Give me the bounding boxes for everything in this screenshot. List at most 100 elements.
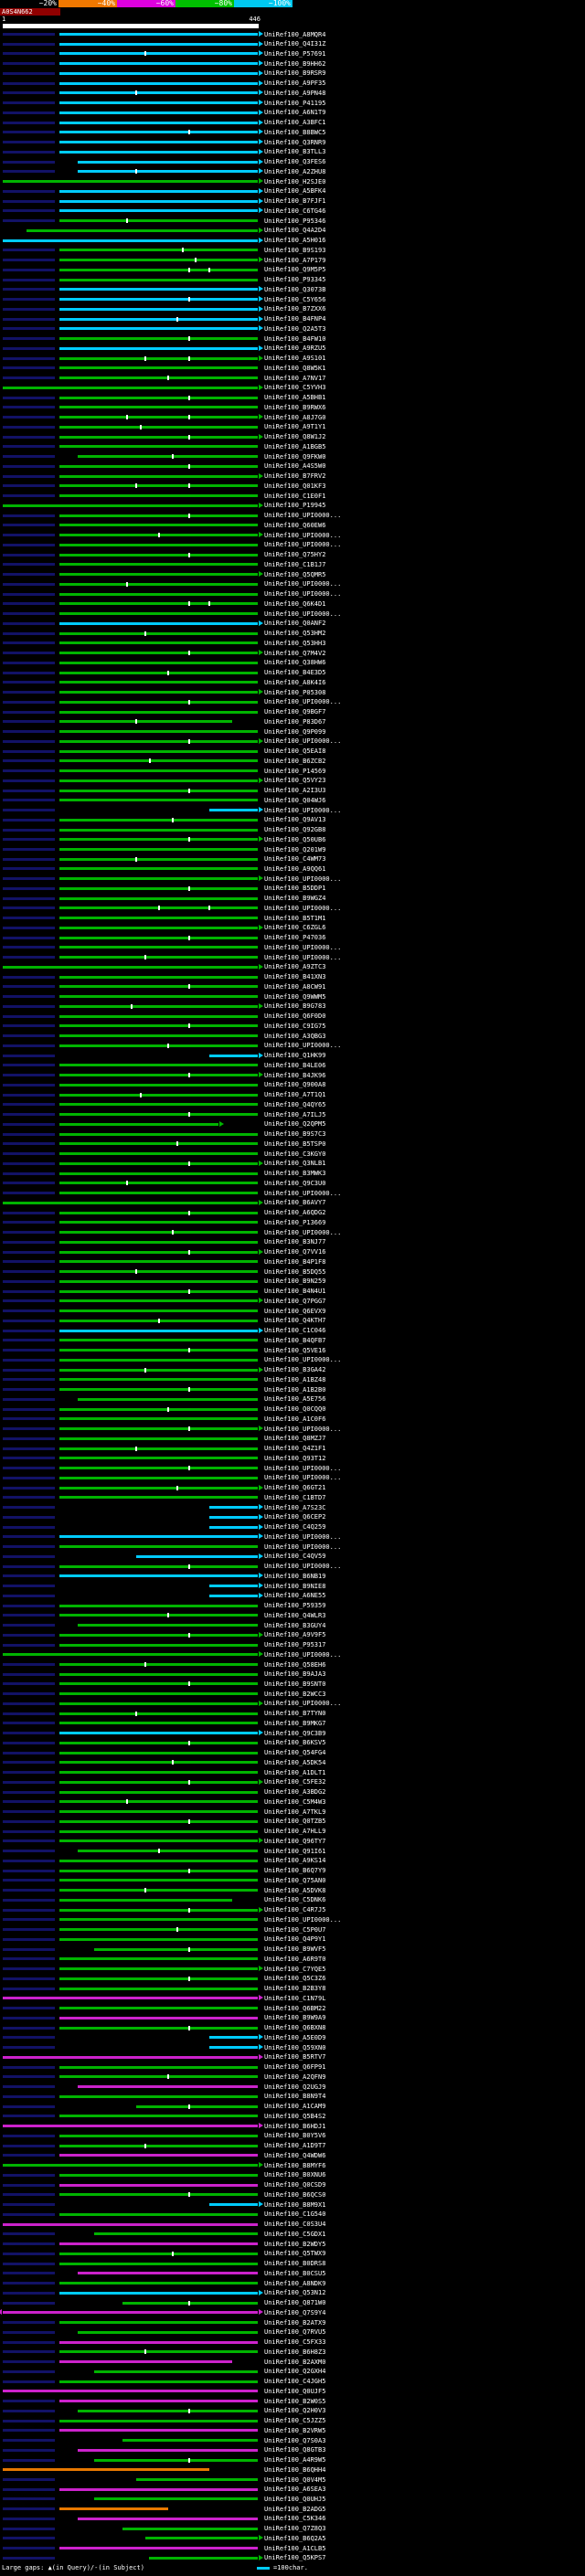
hit-accession-label: UniRef100_A6QDG2 [264, 1209, 326, 1217]
gap-marker [144, 1367, 147, 1373]
gap-marker [188, 1288, 191, 1294]
hit-accession-label: UniRef100_Q3FES6 [264, 158, 326, 166]
subject-extends-right-arrow [259, 1327, 264, 1333]
hit-accession-label: UniRef100_Q5QMR5 [264, 570, 326, 578]
hit-accession-label: UniRef100_UPI0000... [264, 1189, 342, 1197]
hit-accession-label: UniRef100_A1D9T7 [264, 2142, 326, 2150]
subject-extends-right-arrow [259, 187, 264, 194]
hit-bar [58, 1250, 259, 1254]
hit-stub-low-identity [3, 2065, 56, 2069]
gap-marker [144, 1888, 147, 1893]
gap-marker [188, 130, 191, 135]
hit-accession-label: UniRef100_B2WCC3 [264, 1690, 326, 1698]
hit-accession-label: UniRef100_B4FNP4 [264, 315, 326, 323]
hit-accession-label: UniRef100_C5JZZ5 [264, 2417, 326, 2425]
hit-accession-label: UniRef100_Q2A5T3 [264, 324, 326, 333]
large-gaps-legend: Large gaps: ▲(in Query)/-(in Subject) [2, 2564, 144, 2571]
hit-accession-label: UniRef100_B4P1F8 [264, 1257, 326, 1266]
subject-extends-right-arrow [259, 50, 264, 57]
gap-marker [172, 1760, 175, 1765]
hit-stub-low-identity [3, 1279, 56, 1283]
gap-marker [188, 2457, 191, 2463]
hit-stub-low-identity [3, 1221, 56, 1224]
hit-bar [58, 975, 259, 979]
hit-bar [58, 2193, 259, 2197]
subject-extends-right-arrow [259, 689, 264, 695]
hit-accession-label: UniRef100_A8NDK9 [264, 2279, 326, 2287]
hit-stub-low-identity [3, 346, 56, 350]
hit-accession-label: UniRef100_Q6FP91 [264, 2063, 326, 2072]
hit-bar [58, 612, 259, 616]
hit-stub-low-identity [3, 2144, 56, 2147]
hit-stub-low-identity [3, 249, 56, 252]
hit-accession-label: UniRef100_A9KS14 [264, 1857, 326, 1865]
subject-extends-right-arrow [259, 237, 264, 243]
hit-stub-low-identity [3, 189, 56, 193]
hit-stub-low-identity [3, 1918, 56, 1922]
subject-extends-right-arrow [259, 100, 264, 106]
hit-stub-low-identity [3, 1309, 56, 1313]
subject-extends-right-arrow [259, 1995, 264, 2001]
hit-accession-label: UniRef100_C5M4W3 [264, 1797, 326, 1806]
subject-extends-right-arrow [259, 345, 264, 351]
hit-bar [58, 1918, 259, 1922]
hit-stub-low-identity [3, 1585, 56, 1588]
hit-bar [58, 641, 259, 645]
hit-stub-low-identity [3, 1771, 56, 1775]
hit-accession-label: UniRef100_Q5TWX9 [264, 2250, 326, 2258]
hit-accession-label: UniRef100_Q3RNR9 [264, 138, 326, 146]
hit-bar [58, 1722, 259, 1725]
hit-stub-low-identity [3, 484, 56, 488]
identity-key-segment [234, 0, 292, 7]
hit-accession-label: UniRef100_C5GDX1 [264, 2230, 326, 2238]
hit-bar [58, 1014, 259, 1018]
hit-bar [78, 2272, 259, 2275]
hit-accession-label: UniRef100_Q900A8 [264, 1081, 326, 1089]
hit-accession-label: UniRef100_A9QQ61 [264, 864, 326, 873]
hit-accession-label: UniRef100_A3BFC1 [264, 119, 326, 127]
hit-bar [58, 2487, 259, 2491]
gap-marker [188, 483, 191, 489]
hit-accession-label: UniRef100_A8K4I6 [264, 678, 326, 686]
gap-marker [188, 2408, 191, 2413]
hit-bar [93, 2369, 259, 2373]
gap-marker [188, 1779, 191, 1785]
hit-accession-label: UniRef100_A7T1Q1 [264, 1091, 326, 1099]
hit-accession-label: UniRef100_A9RZU5 [264, 345, 326, 353]
subject-extends-right-arrow [259, 1631, 264, 1638]
subject-extends-right-arrow [259, 777, 264, 783]
hit-accession-label: UniRef100_UPI0000... [264, 1425, 342, 1433]
query-start-label: 1 [2, 16, 6, 23]
hit-stub-low-identity [3, 573, 56, 577]
hit-accession-label: UniRef100_C5FX33 [264, 2338, 326, 2347]
hit-accession-label: UniRef100_B6Q7Y9 [264, 1867, 326, 1875]
hit-stub-low-identity [3, 1732, 56, 1735]
hit-accession-label: UniRef100_UPI0000... [264, 1474, 342, 1482]
subject-extends-right-arrow [259, 2162, 264, 2168]
hit-stub-low-identity [3, 1240, 56, 1244]
subject-extends-right-arrow [259, 2201, 264, 2208]
hit-stub-low-identity [3, 1034, 56, 1038]
hit-accession-label: UniRef100_A6NE55 [264, 1592, 326, 1600]
gap-marker [126, 1799, 129, 1805]
hit-bar [58, 209, 259, 213]
hit-bar [209, 809, 259, 811]
hit-accession-label: UniRef100_Q93T12 [264, 1454, 326, 1462]
subject-extends-right-arrow [259, 1906, 264, 1913]
hit-accession-label: UniRef100_A7S23C [264, 1503, 326, 1511]
gap-marker [188, 1073, 191, 1078]
hit-stub-low-identity [3, 2527, 56, 2530]
hit-stub-low-identity [3, 1339, 56, 1342]
hit-accession-label: UniRef100_B6QHH4 [264, 2465, 326, 2474]
hit-bar [58, 2252, 259, 2255]
subject-extends-right-arrow [259, 1052, 264, 1058]
hit-bar [58, 1879, 259, 1882]
hit-accession-label: UniRef100_B2B3Y8 [264, 1985, 326, 1993]
hit-accession-label: UniRef100_B8N9T4 [264, 2093, 326, 2101]
hit-stub-low-identity [3, 474, 56, 478]
hit-stub-low-identity [3, 2301, 56, 2305]
hit-accession-label: UniRef100_Q7M4V2 [264, 649, 326, 657]
subject-extends-right-arrow [259, 1592, 264, 1598]
hit-accession-label: UniRef100_A5E756 [264, 1395, 326, 1404]
hit-bar [209, 2046, 259, 2050]
